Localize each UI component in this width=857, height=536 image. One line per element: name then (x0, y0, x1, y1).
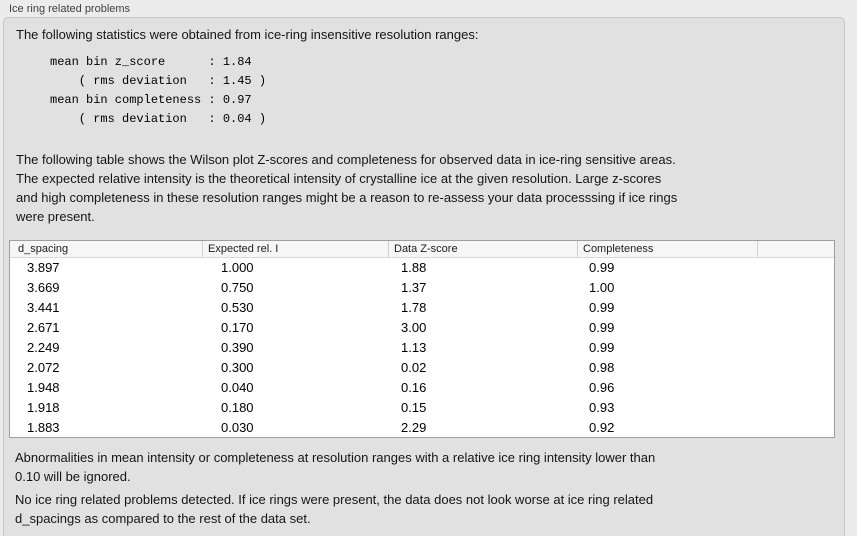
table-cell: 3.441 (27, 300, 60, 315)
table-row[interactable]: 3.441 0.530 1.78 0.99 (10, 298, 834, 318)
table-row[interactable]: 3.669 0.750 1.37 1.00 (10, 278, 834, 298)
table-cell (758, 418, 834, 437)
text-line: 0.10 will be ignored. (15, 469, 131, 484)
table-header-row: d_spacing Expected rel. I Data Z-score Comp… (10, 241, 834, 258)
table-cell: 1.88 (401, 260, 427, 275)
table-cell (758, 378, 834, 398)
table-cell (758, 258, 834, 278)
text-line: No ice ring related problems detected. I… (15, 492, 654, 507)
column-header-expected-rel-i[interactable]: Expected rel. I (203, 241, 389, 257)
table-cell: 1.37 (401, 280, 427, 295)
table-cell: 1.00 (589, 280, 615, 295)
text-line: d_spacings as compared to the rest of th… (15, 511, 311, 526)
table-cell: 1.78 (401, 300, 427, 315)
table-row[interactable]: 2.671 0.170 3.00 0.99 (10, 318, 834, 338)
table-row[interactable]: 2.249 0.390 1.13 0.99 (10, 338, 834, 358)
text-line: Abnormalities in mean intensity or compl… (15, 450, 656, 465)
table-cell: 3.00 (401, 320, 427, 335)
table-cell (758, 318, 834, 338)
ice-ring-table[interactable]: d_spacing Expected rel. I Data Z-score Comp… (9, 240, 835, 438)
table-cell: 0.99 (589, 300, 615, 315)
abnormalities-note: Abnormalities in mean intensity or compl… (15, 448, 655, 486)
column-header-data-z-score[interactable]: Data Z-score (389, 241, 578, 257)
table-row[interactable]: 2.072 0.300 0.02 0.98 (10, 358, 834, 378)
table-cell: 0.170 (221, 320, 254, 335)
table-cell (758, 398, 834, 418)
table-cell: 0.99 (589, 340, 615, 355)
table-cell: 0.99 (589, 320, 615, 335)
table-cell: 1.918 (27, 400, 60, 415)
table-body: 3.897 1.000 1.88 0.99 3.669 0.750 1.37 1.00 3.44… (10, 258, 834, 437)
text-line: were present. (16, 209, 95, 224)
table-cell: 0.030 (221, 420, 254, 435)
table-cell: 0.92 (589, 420, 615, 435)
table-cell (758, 278, 834, 298)
table-cell: 1.000 (221, 260, 254, 275)
table-cell: 0.530 (221, 300, 254, 315)
table-cell: 2.29 (401, 420, 427, 435)
table-cell: 0.390 (221, 340, 254, 355)
table-cell: 2.249 (27, 340, 60, 355)
table-cell (758, 298, 834, 318)
table-cell: 0.040 (221, 380, 254, 395)
table-cell: 0.16 (401, 380, 427, 395)
table-cell: 3.897 (27, 260, 60, 275)
table-cell: 0.180 (221, 400, 254, 415)
conclusion-text: No ice ring related problems detected. I… (15, 490, 653, 528)
table-cell (758, 338, 834, 358)
intro-text: The following statistics were obtained f… (16, 27, 479, 42)
groupbox-title: Ice ring related problems (9, 3, 131, 15)
text-line: The following table shows the Wilson plo… (16, 152, 676, 167)
text-line: The expected relative intensity is the t… (16, 171, 662, 186)
table-cell: 0.02 (401, 360, 427, 375)
table-cell: 0.15 (401, 400, 427, 415)
table-cell: 0.93 (589, 400, 615, 415)
table-cell: 2.671 (27, 320, 60, 335)
table-cell: 1.883 (27, 420, 60, 435)
table-cell: 2.072 (27, 360, 60, 375)
description-text: The following table shows the Wilson plo… (16, 150, 677, 226)
table-cell: 3.669 (27, 280, 60, 295)
column-header-completeness[interactable]: Completeness (578, 241, 758, 257)
table-cell: 1.13 (401, 340, 427, 355)
table-cell: 0.98 (589, 360, 615, 375)
column-header-d-spacing[interactable]: d_spacing (10, 241, 203, 257)
table-cell: 0.750 (221, 280, 254, 295)
column-header-empty[interactable] (758, 241, 834, 257)
table-row[interactable]: 3.897 1.000 1.88 0.99 (10, 258, 834, 278)
table-row[interactable]: 1.948 0.040 0.16 0.96 (10, 378, 834, 398)
table-cell: 1.948 (27, 380, 60, 395)
table-row[interactable]: 1.883 0.030 2.29 0.92 (10, 418, 834, 437)
table-cell (758, 358, 834, 378)
table-cell: 0.96 (589, 380, 615, 395)
stats-block: mean bin z_score : 1.84 ( rms deviation … (50, 55, 267, 126)
table-cell: 0.99 (589, 260, 615, 275)
table-row[interactable]: 1.918 0.180 0.15 0.93 (10, 398, 834, 418)
table-cell: 0.300 (221, 360, 254, 375)
text-line: and high completeness in these resolutio… (16, 190, 678, 205)
